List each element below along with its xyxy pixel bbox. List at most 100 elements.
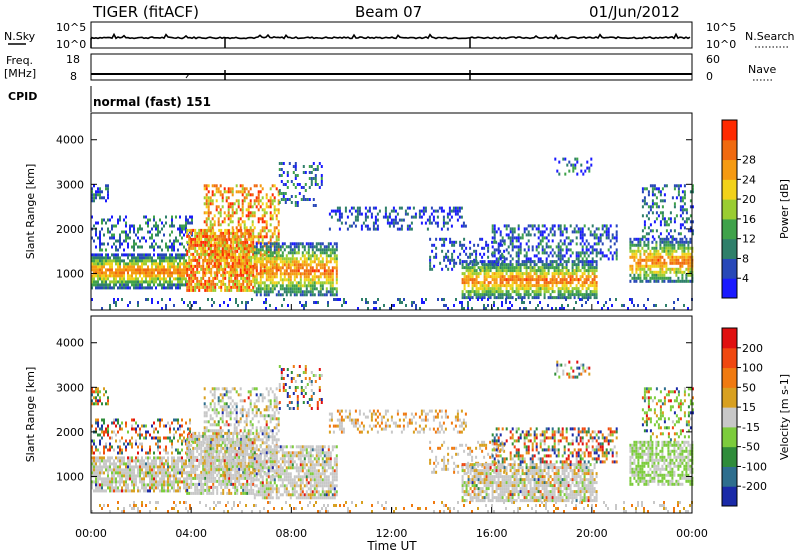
echo-cell [181,268,183,272]
echo-cell [551,284,554,288]
echo-cell [319,245,322,249]
echo-cell [265,298,267,301]
echo-cell [493,275,496,279]
echo-cell [97,259,99,263]
echo-cell [261,263,264,267]
echo-cell [529,287,532,291]
echo-cell [321,287,324,291]
echo-cell [665,240,668,244]
echo-cell [663,240,666,244]
echo-cell [317,275,320,279]
echo-cell [581,257,584,261]
echo-cell [145,274,147,278]
echo-cell [231,193,234,197]
echo-cell [125,215,127,219]
echo-cell [289,248,292,252]
echo-cell [583,296,586,300]
echo-cell [177,271,179,275]
echo-cell [107,187,109,191]
echo-cell [179,286,181,290]
echo-cell [392,224,395,228]
echo-cell [127,242,129,246]
echo-cell [219,193,222,197]
echo-cell [215,241,218,245]
echo-cell [198,255,201,259]
echo-cell [439,237,442,241]
echo-cell [499,254,502,258]
echo-cell [229,238,232,242]
echo-cell [179,230,181,234]
echo-cell [135,274,137,278]
echo-cell [556,169,559,173]
echo-cell [185,224,187,228]
echo-cell [234,237,237,241]
echo-cell [161,486,163,490]
echo-cell [119,283,121,287]
echo-cell [111,483,113,487]
echo-cell [261,265,264,269]
echo-cell [265,235,268,239]
echo-cell [613,251,616,255]
echo-cell [553,233,556,237]
echo-cell [647,273,650,277]
echo-cell [297,269,300,273]
echo-cell [214,288,217,292]
echo-cell [171,224,173,228]
echo-cell [491,251,494,255]
echo-cell [155,262,157,266]
echo-cell [297,287,300,291]
echo-cell [327,301,329,304]
echo-cell [252,240,255,244]
echo-cell [263,229,266,233]
echo-cell [269,202,272,206]
echo-cell [234,285,237,289]
echo-cell [216,261,219,265]
echo-cell [155,465,157,469]
echo-cell [507,307,509,310]
echo-cell [551,263,554,267]
echo-cell [123,277,125,281]
echo-cell [521,298,523,301]
echo-cell [675,267,678,271]
echo-cell [179,256,181,260]
echo-cell [691,229,694,233]
echo-cell [673,217,676,221]
echo-cell [376,218,379,222]
echo-cell [269,265,272,269]
echo-cell [153,268,155,272]
echo-cell [135,256,137,260]
echo-cell [559,227,562,231]
echo-cell [451,243,454,247]
echo-cell [95,468,97,472]
echo-cell [282,198,285,201]
echo-cell [329,275,332,279]
echo-cell [394,218,397,222]
echo-cell [591,260,594,264]
echo-cell [513,236,516,240]
echo-cell [317,281,320,285]
echo-cell [675,240,678,244]
echo-cell [327,281,330,285]
echo-cell [491,224,494,228]
echo-cell [129,259,131,263]
echo-cell [431,267,434,271]
echo-cell [471,252,474,256]
echo-cell [275,272,278,276]
echo-cell [95,471,97,475]
echo-cell [133,265,135,269]
echo-cell [360,227,363,231]
echo-cell [461,290,464,294]
echo-cell [205,232,208,236]
echo-cell [121,489,123,493]
echo-cell [303,254,306,258]
echo-cell [159,265,161,269]
echo-cell [171,242,173,246]
echo-cell [384,206,387,210]
echo-cell [309,272,312,276]
echo-cell [645,249,648,253]
echo-cell [571,266,574,270]
echo-cell [629,273,632,277]
echo-cell [265,301,267,304]
echo-cell [615,230,618,234]
echo-cell [575,224,578,228]
